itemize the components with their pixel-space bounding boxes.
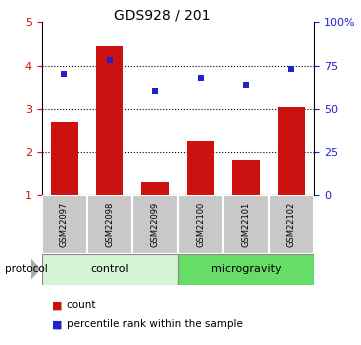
Text: percentile rank within the sample: percentile rank within the sample: [67, 319, 243, 329]
Text: ■: ■: [52, 300, 63, 310]
Bar: [96, 46, 123, 195]
Bar: [142, 182, 169, 195]
Bar: [269, 195, 314, 254]
Bar: [132, 195, 178, 254]
Text: GDS928 / 201: GDS928 / 201: [114, 9, 211, 23]
Bar: [223, 195, 269, 254]
Text: GSM22097: GSM22097: [60, 201, 69, 247]
Text: protocol: protocol: [5, 264, 48, 274]
Bar: [232, 160, 260, 195]
Text: microgravity: microgravity: [210, 264, 281, 274]
Text: GSM22099: GSM22099: [151, 201, 160, 247]
Bar: [42, 254, 178, 285]
Bar: [187, 141, 214, 195]
Bar: [178, 254, 314, 285]
Bar: [87, 195, 132, 254]
Text: control: control: [90, 264, 129, 274]
Bar: [51, 121, 78, 195]
Text: GSM22100: GSM22100: [196, 201, 205, 247]
Text: GSM22102: GSM22102: [287, 201, 296, 247]
Bar: [178, 195, 223, 254]
Bar: [278, 107, 305, 195]
Text: ■: ■: [52, 319, 63, 329]
Bar: [42, 195, 87, 254]
Text: GSM22098: GSM22098: [105, 201, 114, 247]
Text: GSM22101: GSM22101: [242, 201, 251, 247]
Text: count: count: [67, 300, 96, 310]
Polygon shape: [31, 259, 40, 279]
